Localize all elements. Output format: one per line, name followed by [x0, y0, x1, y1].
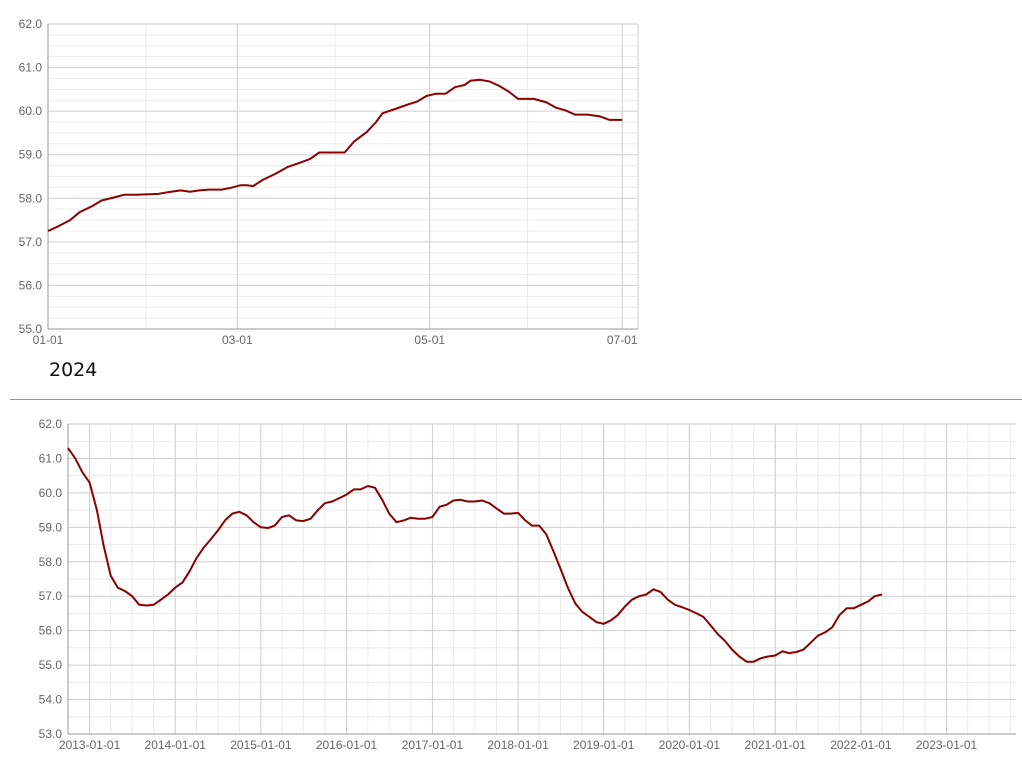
y-tick-label: 55.0	[39, 658, 63, 672]
x-tick-label: 2018-01-01	[487, 738, 549, 752]
y-tick-label: 60.0	[39, 486, 63, 500]
x-tick-label: 01-01	[33, 333, 64, 347]
x-tick-label: 03-01	[222, 333, 253, 347]
y-tick-label: 57.0	[19, 235, 43, 249]
y-tick-label: 62.0	[39, 417, 63, 431]
y-tick-label: 61.0	[39, 451, 63, 465]
x-tick-label: 2023-01-01	[916, 738, 978, 752]
top-line-chart: 55.0 56.0 57.0 58.0 59.0 60.0 61.0 62.0 01-01 03-…	[19, 17, 639, 347]
chart-caption: 2024	[49, 359, 98, 381]
bottom-line-chart: 53.0 54.0 55.0 56.0 57.0 58.0 59.0 60.0 61.0 62.0…	[39, 417, 1016, 752]
y-tick-label: 58.0	[39, 555, 63, 569]
x-tick-label: 2020-01-01	[659, 738, 721, 752]
x-tick-label: 2014-01-01	[145, 738, 207, 752]
y-tick-label: 53.0	[39, 727, 63, 741]
y-tick-label: 57.0	[39, 589, 63, 603]
x-tick-label: 2015-01-01	[230, 738, 292, 752]
x-tick-label: 2016-01-01	[316, 738, 378, 752]
y-tick-label: 56.0	[19, 278, 43, 292]
x-tick-label: 2017-01-01	[402, 738, 464, 752]
y-tick-label: 61.0	[19, 61, 43, 75]
y-tick-label: 60.0	[19, 104, 43, 118]
y-tick-label: 58.0	[19, 191, 43, 205]
y-tick-label: 59.0	[19, 148, 43, 162]
section-divider	[10, 399, 1022, 400]
x-tick-label: 2019-01-01	[573, 738, 635, 752]
x-tick-label: 2021-01-01	[745, 738, 807, 752]
series-line	[67, 447, 883, 663]
y-tick-label: 59.0	[39, 520, 63, 534]
series-line	[47, 78, 623, 232]
y-tick-label: 56.0	[39, 624, 63, 638]
y-tick-label: 54.0	[39, 693, 63, 707]
x-tick-label: 2022-01-01	[830, 738, 892, 752]
x-tick-label: 07-01	[607, 333, 638, 347]
y-tick-label: 62.0	[19, 17, 43, 31]
y-tick-label: 55.0	[19, 322, 43, 336]
x-tick-label: 05-01	[414, 333, 445, 347]
x-tick-label: 2013-01-01	[59, 738, 121, 752]
